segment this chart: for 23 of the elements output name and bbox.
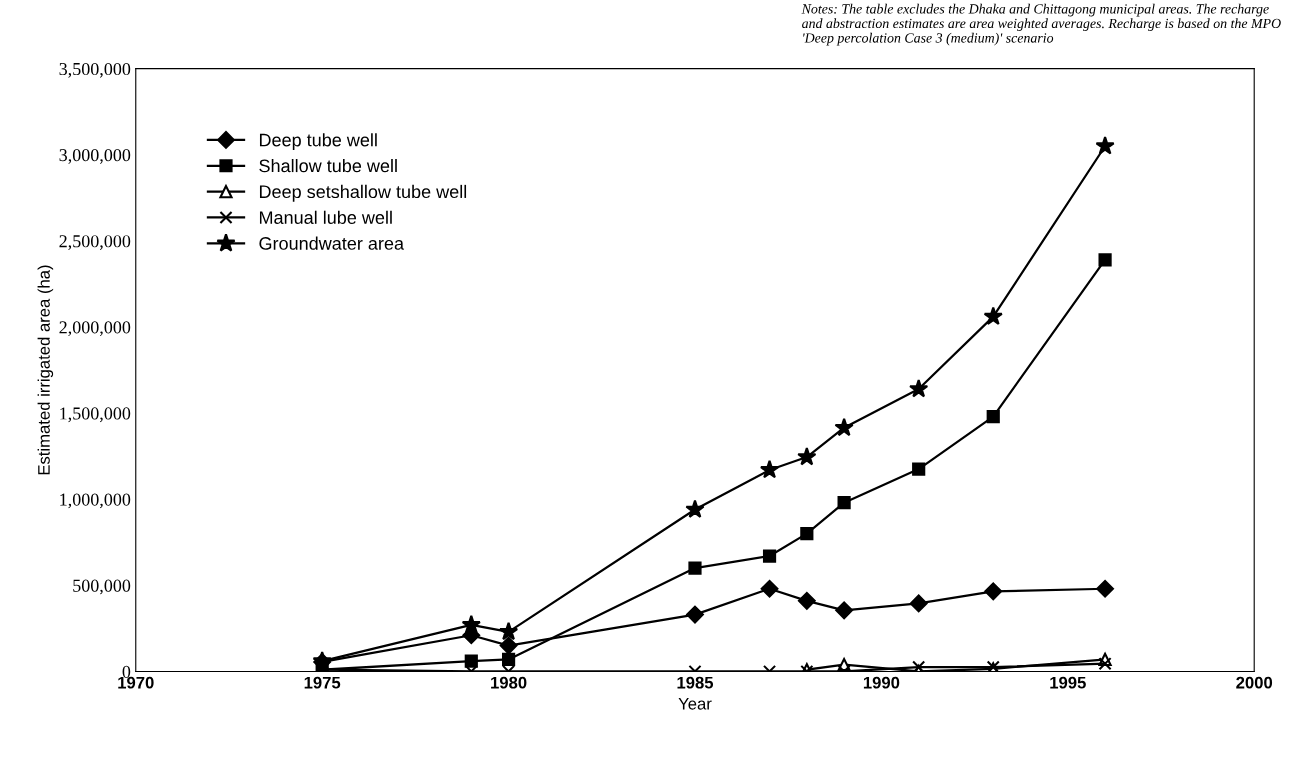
y-tick-label: 0 [122, 665, 131, 678]
x-tick-label: 1980 [491, 676, 527, 689]
y-tick-label: 1,000,000 [60, 493, 131, 509]
x-tick-label: 1975 [304, 676, 341, 689]
legend-label: Shallow tube well [259, 159, 397, 173]
y-tick-label: 1,500,000 [60, 407, 131, 423]
y-tick-label: 500,000 [73, 579, 131, 595]
x-axis-title: Year [678, 698, 712, 710]
y-axis-title: Estimated irrigated area (ha) [37, 265, 54, 475]
x-tick-label: 1995 [1050, 676, 1086, 689]
y-tick-label: 3,000,000 [59, 149, 131, 164]
legend-label: Deep setshallow tube well [259, 184, 467, 202]
x-tick-label: 1985 [677, 676, 714, 689]
y-tick-label: 2,500,000 [59, 235, 131, 250]
x-tick-label: 1970 [118, 676, 154, 689]
text: Notes: The table excludes the Dhaka and Chittagong municipal areas. The recharge and abstraction estimates are area weighted averages. Recharge is based on the MPO 'Deep percolation Case 3 (medium)' scenario [801, 3, 1281, 46]
legend-label: Groundwater area [259, 236, 405, 250]
y-tick-label: 3,500,000 [59, 62, 131, 78]
legend-label: Deep tube well [259, 133, 377, 150]
y-tick-label: 2,000,000 [59, 321, 131, 337]
legend-label: Manual lube well [259, 210, 392, 224]
x-tick-label: 1990 [863, 676, 900, 689]
x-tick-label: 2000 [1236, 676, 1273, 689]
